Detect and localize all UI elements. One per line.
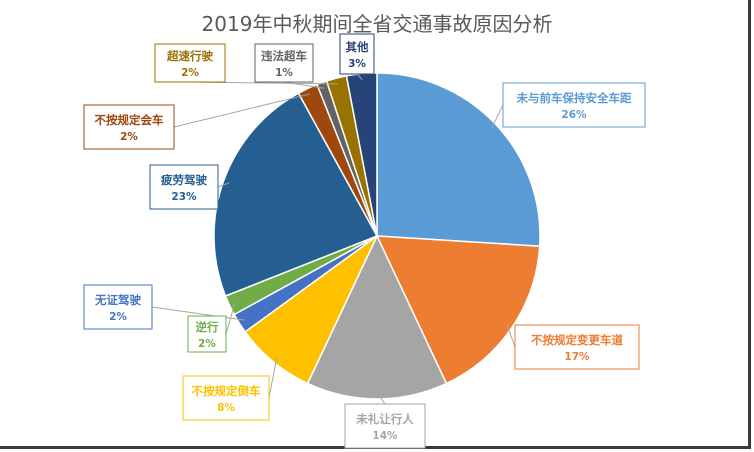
slice-name-label: 不按规定倒车 [192,384,261,398]
callout-box [502,82,646,128]
slice-value-label: 2% [198,338,216,350]
slice-value-label: 23% [171,191,197,203]
slice-value-label: 2% [109,311,127,323]
callout-box [514,324,640,370]
callout-box [149,164,219,210]
chart-title: 2019年中秋期间全省交通事故原因分析 [201,12,553,36]
slice-value-label: 3% [348,58,366,70]
leader-line [151,306,245,321]
pie-slice [375,235,541,385]
slice-value-label: 8% [217,402,235,414]
slice-name-label: 疲劳驾驶 [161,173,207,187]
pie-slice [213,92,379,297]
slice-name-label: 未与前车保持安全车距 [516,91,632,105]
callout-box [182,375,270,421]
leader-line [268,356,278,399]
slice-value-label: 1% [275,67,293,79]
slice-value-label: 14% [372,430,398,442]
leader-line [490,104,504,129]
slice-name-label: 不按规定会车 [95,113,164,127]
leader-line [376,392,386,405]
leader-line [217,182,230,188]
callout-box [254,43,314,83]
slice-name-label: 未礼让行人 [355,412,414,426]
slice-name-label: 超速行驶 [166,49,213,63]
leader-line [225,302,236,335]
pie-slice [306,234,448,400]
callout-box [339,33,375,75]
slice-name-label: 违法超车 [261,49,307,63]
slice-value-label: 26% [561,109,587,121]
slice-value-label: 2% [181,67,199,79]
slice-name-label: 无证驾驶 [94,293,141,307]
pie-slices [213,72,541,400]
callout-box [344,403,426,449]
slice-name-label: 其他 [346,40,369,54]
pie-slice [376,72,541,248]
slice-name-label: 不按规定变更车道 [531,333,623,347]
data-labels: 未与前车保持安全车距 26% 不按规定变更车道 17% 未礼让行人 14% 不按规定倒车 8%… [83,33,646,449]
callout-box [154,43,226,83]
slice-value-label: 17% [564,351,590,363]
leader-line [356,73,363,81]
leader-line [506,324,516,348]
callout-box [187,315,227,353]
callout-box [83,104,175,150]
callout-box [83,284,153,330]
leader-line [173,93,311,128]
slice-value-label: 2% [120,131,138,143]
slice-name-label: 逆行 [196,320,219,334]
